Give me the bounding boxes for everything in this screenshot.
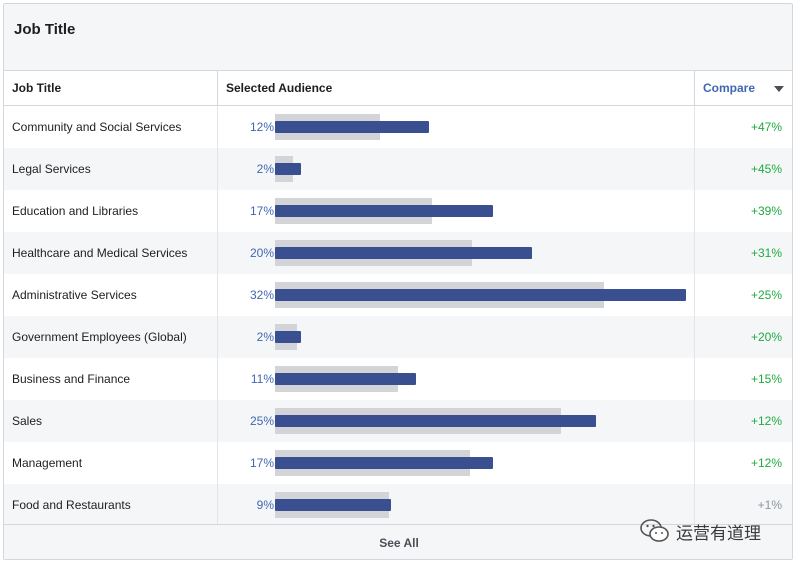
table-row: Education and Libraries 17% +39% <box>4 190 792 232</box>
selected-bar <box>275 373 416 385</box>
selected-audience-cell: 11% <box>218 358 695 400</box>
compare-delta: +39% <box>750 204 782 218</box>
bar-area <box>275 106 690 148</box>
bar-area <box>275 274 690 316</box>
compare-delta: +1% <box>757 498 782 512</box>
table-row: Legal Services 2% +45% <box>4 148 792 190</box>
selected-percent: 17% <box>249 204 274 218</box>
compare-delta: +31% <box>750 246 782 260</box>
selected-bar <box>275 415 596 427</box>
selected-percent: 11% <box>250 372 274 386</box>
selected-audience-cell: 25% <box>218 400 695 442</box>
compare-delta: +12% <box>750 456 782 470</box>
table-row: Sales 25% +12% <box>4 400 792 442</box>
job-title-cell: Legal Services <box>4 148 218 190</box>
selected-bar <box>275 163 301 175</box>
selected-bar <box>275 247 532 259</box>
selected-bar <box>275 205 493 217</box>
selected-percent: 2% <box>256 330 274 344</box>
selected-bar <box>275 331 301 343</box>
job-title-cell: Education and Libraries <box>4 190 218 232</box>
job-title-cell: Healthcare and Medical Services <box>4 232 218 274</box>
wechat-icon <box>640 519 669 542</box>
table-row: Management 17% +12% <box>4 442 792 484</box>
column-header-job-title[interactable]: Job Title <box>4 71 218 105</box>
see-all-label: See All <box>379 536 419 550</box>
job-title-cell: Community and Social Services <box>4 106 218 148</box>
bar-area <box>275 442 690 484</box>
selected-percent: 20% <box>249 246 274 260</box>
compare-delta: +20% <box>750 330 782 344</box>
table-row: Business and Finance 11% +15% <box>4 358 792 400</box>
compare-delta: +12% <box>750 414 782 428</box>
table-row: Government Employees (Global) 2% +20% <box>4 316 792 358</box>
selected-audience-cell: 17% <box>218 442 695 484</box>
card-title: Job Title <box>14 21 76 38</box>
job-title-cell: Administrative Services <box>4 274 218 316</box>
bar-area <box>275 232 690 274</box>
bar-area <box>275 400 690 442</box>
job-title-cell: Food and Restaurants <box>4 484 218 526</box>
selected-audience-cell: 9% <box>218 484 695 526</box>
bar-area <box>275 190 690 232</box>
selected-percent: 32% <box>249 288 274 302</box>
compare-delta: +45% <box>750 162 782 176</box>
table-row: Food and Restaurants 9% +1% <box>4 484 792 526</box>
job-title-cell: Government Employees (Global) <box>4 316 218 358</box>
compare-label: Compare <box>703 81 756 95</box>
chevron-down-icon <box>774 86 784 92</box>
bar-area <box>275 484 690 526</box>
selected-percent: 9% <box>256 498 274 512</box>
table-row: Healthcare and Medical Services 20% +31% <box>4 232 792 274</box>
bar-area <box>275 148 690 190</box>
selected-audience-cell: 2% <box>218 316 695 358</box>
watermark-text: 运营有道理 <box>676 523 761 543</box>
bar-area <box>275 316 690 358</box>
job-title-cell: Business and Finance <box>4 358 218 400</box>
selected-percent: 2% <box>256 162 274 176</box>
selected-percent: 25% <box>249 414 274 428</box>
compare-delta: +25% <box>750 288 782 302</box>
job-title-card: Job Title Job Title Selected Audience Co… <box>3 3 793 560</box>
selected-percent: 12% <box>249 120 274 134</box>
selected-bar <box>275 499 391 511</box>
selected-audience-cell: 20% <box>218 232 695 274</box>
column-header-selected-audience[interactable]: Selected Audience <box>218 71 695 105</box>
table-header: Job Title Selected Audience Compare <box>4 71 792 106</box>
job-title-cell: Management <box>4 442 218 484</box>
selected-bar <box>275 457 493 469</box>
table-row: Administrative Services 32% +25% <box>4 274 792 316</box>
compare-dropdown[interactable]: Compare <box>695 71 792 105</box>
selected-audience-cell: 32% <box>218 274 695 316</box>
table-body: Community and Social Services 12% +47% Lega… <box>4 106 792 526</box>
table-row: Community and Social Services 12% +47% <box>4 106 792 148</box>
compare-delta: +47% <box>750 120 782 134</box>
job-title-table: Job Title Selected Audience Compare Comm… <box>4 70 792 526</box>
compare-delta: +15% <box>750 372 782 386</box>
job-title-cell: Sales <box>4 400 218 442</box>
selected-audience-cell: 2% <box>218 148 695 190</box>
card-header: Job Title <box>4 4 792 70</box>
selected-audience-cell: 12% <box>218 106 695 148</box>
watermark: 运营有道理 <box>640 518 761 544</box>
selected-percent: 17% <box>249 456 274 470</box>
selected-bar <box>275 121 429 133</box>
selected-bar <box>275 289 686 301</box>
bar-area <box>275 358 690 400</box>
selected-audience-cell: 17% <box>218 190 695 232</box>
